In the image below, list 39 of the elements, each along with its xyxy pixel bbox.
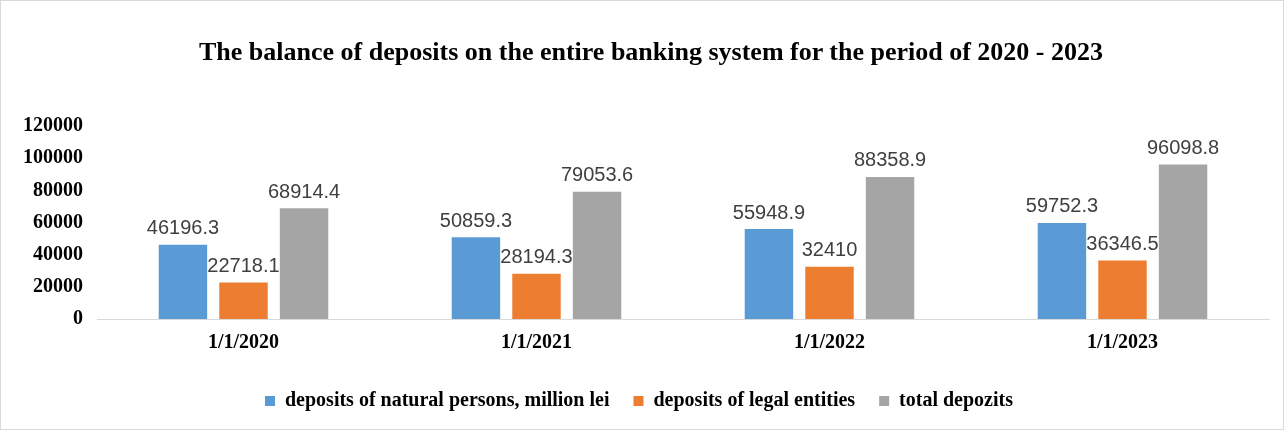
bar [512, 273, 561, 319]
bar [744, 229, 794, 319]
data-label: 32410 [801, 238, 858, 261]
y-tick-label: 20000 [33, 274, 83, 297]
bar [158, 244, 208, 319]
y-tick-label: 120000 [23, 113, 83, 136]
bar [451, 237, 501, 319]
data-label: 59752.3 [1025, 194, 1099, 217]
data-label: 55948.9 [732, 200, 806, 223]
y-tick-label: 40000 [33, 241, 83, 264]
x-tick-label: 1/1/2023 [1086, 330, 1159, 353]
legend-label: deposits of natural persons, million lei [285, 388, 610, 412]
data-label: 28194.3 [500, 245, 573, 268]
data-label: 79053.6 [560, 163, 634, 186]
data-label: 46196.3 [146, 216, 220, 239]
y-tick-label: 80000 [33, 177, 83, 200]
bar [219, 282, 268, 319]
bar [805, 266, 854, 319]
data-label: 50859.3 [439, 208, 513, 231]
bar [1158, 164, 1208, 319]
bar [1037, 222, 1087, 319]
data-label: 36346.5 [1086, 232, 1159, 255]
x-tick-label: 1/1/2022 [793, 330, 866, 353]
data-label: 68914.4 [267, 179, 341, 202]
bar [279, 208, 329, 319]
data-label: 96098.8 [1146, 135, 1220, 158]
legend-label: total depozits [899, 388, 1014, 412]
x-tick-label: 1/1/2020 [207, 330, 280, 353]
bar [865, 176, 915, 319]
data-label: 22718.1 [207, 253, 280, 276]
y-tick-label: 100000 [23, 145, 83, 168]
y-tick-label: 60000 [33, 209, 83, 232]
y-tick-label: 0 [73, 306, 83, 329]
legend-label: deposits of legal entities [653, 388, 856, 412]
data-label: 88358.9 [853, 148, 927, 171]
bar [572, 191, 622, 319]
chart-title: The balance of deposits on the entire banking system for the period of 2020 - 2023 [198, 36, 1104, 68]
x-tick-label: 1/1/2021 [500, 330, 573, 353]
bar [1098, 260, 1147, 319]
